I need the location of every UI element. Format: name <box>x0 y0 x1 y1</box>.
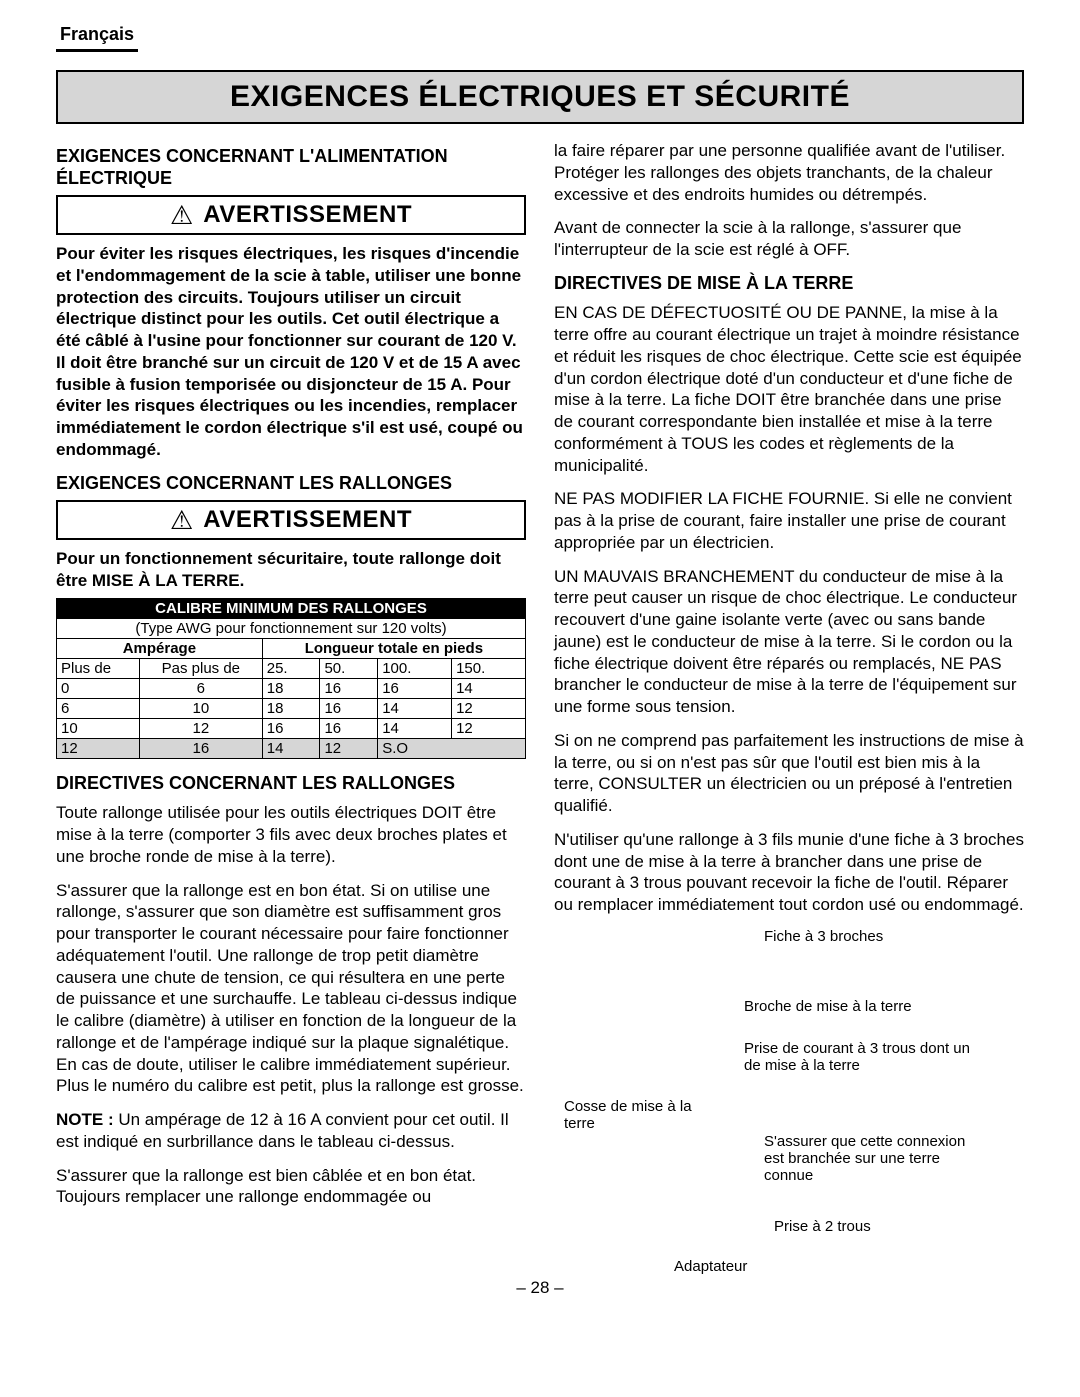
para-r2: Avant de connecter la scie à la rallonge… <box>554 217 1024 261</box>
diag-label-ground-lug: Cosse de mise à la terre <box>564 1098 714 1132</box>
diag-label-3prong-plug: Fiche à 3 broches <box>764 928 883 945</box>
table-row-highlighted: 12 16 14 12 S.O <box>57 738 526 758</box>
language-tab: Français <box>56 24 138 52</box>
page: Français EXIGENCES ÉLECTRIQUES ET SÉCURI… <box>0 0 1080 1310</box>
right-column: la faire réparer par une personne qualif… <box>554 140 1024 1278</box>
warning-icon: ⚠ <box>170 202 193 228</box>
para-r1: la faire réparer par une personne qualif… <box>554 140 1024 205</box>
col-plus-de: Plus de <box>57 658 140 678</box>
diag-label-ground-pin: Broche de mise à la terre <box>744 998 912 1015</box>
two-column-layout: EXIGENCES CONCERNANT L'ALIMENTATION ÉLEC… <box>56 140 1024 1278</box>
grounding-diagram: Fiche à 3 broches Broche de mise à la te… <box>554 928 1024 1278</box>
para-ext-note: NOTE : Un ampérage de 12 à 16 A convient… <box>56 1109 526 1153</box>
para-r5: UN MAUVAIS BRANCHEMENT du conducteur de … <box>554 566 1024 718</box>
page-number: – 28 – <box>56 1278 1024 1310</box>
para-ext-1: Toute rallonge utilisée pour les outils … <box>56 802 526 867</box>
warning-box-2: ⚠ AVERTISSEMENT <box>56 500 526 540</box>
para-r4: NE PAS MODIFIER LA FICHE FOURNIE. Si ell… <box>554 488 1024 553</box>
col-pas-plus-de: Pas plus de <box>139 658 262 678</box>
subhead-grounding: DIRECTIVES DE MISE À LA TERRE <box>554 273 1024 295</box>
col-len-1: 50. <box>320 658 378 678</box>
para-ext-2: S'assurer que la rallonge est en bon éta… <box>56 880 526 1098</box>
extension-cord-table: CALIBRE MINIMUM DES RALLONGES (Type AWG … <box>56 598 526 759</box>
para-r3: EN CAS DE DÉFECTUOSITÉ OU DE PANNE, la m… <box>554 302 1024 476</box>
warning-icon: ⚠ <box>170 507 193 533</box>
para-ext-4: S'assurer que la rallonge est bien câblé… <box>56 1165 526 1209</box>
diag-label-known-ground: S'assurer que cette connexion est branch… <box>764 1133 974 1184</box>
len-header: Longueur totale en pieds <box>262 638 525 658</box>
para-r6: Si on ne comprend pas parfaitement les i… <box>554 730 1024 817</box>
table-subheader-row: Plus de Pas plus de 25. 50. 100. 150. <box>57 658 526 678</box>
para-r7: N'utiliser qu'une rallonge à 3 fils muni… <box>554 829 1024 916</box>
col-len-3: 150. <box>452 658 526 678</box>
subhead-ext-req: EXIGENCES CONCERNANT LES RALLONGES <box>56 473 526 495</box>
warning-text-1: Pour éviter les risques électriques, les… <box>56 243 526 461</box>
banner-title: EXIGENCES ÉLECTRIQUES ET SÉCURITÉ <box>230 80 850 113</box>
diag-label-3hole-outlet: Prise de courant à 3 trous dont un de mi… <box>744 1040 974 1074</box>
subhead-power-req: EXIGENCES CONCERNANT L'ALIMENTATION ÉLEC… <box>56 146 526 189</box>
table-row: 6 10 18 16 14 12 <box>57 698 526 718</box>
col-len-0: 25. <box>262 658 320 678</box>
table-title: CALIBRE MINIMUM DES RALLONGES <box>57 598 526 618</box>
amp-header: Ampérage <box>57 638 263 658</box>
diag-label-adapter: Adaptateur <box>674 1258 747 1275</box>
warning-box-1: ⚠ AVERTISSEMENT <box>56 195 526 235</box>
left-column: EXIGENCES CONCERNANT L'ALIMENTATION ÉLEC… <box>56 140 526 1278</box>
diag-label-2hole-outlet: Prise à 2 trous <box>774 1218 871 1235</box>
table-row: 0 6 18 16 16 14 <box>57 678 526 698</box>
section-banner: EXIGENCES ÉLECTRIQUES ET SÉCURITÉ <box>56 70 1024 124</box>
warning-label: AVERTISSEMENT <box>203 201 412 229</box>
subhead-ext-dir: DIRECTIVES CONCERNANT LES RALLONGES <box>56 773 526 795</box>
table-subtitle: (Type AWG pour fonctionnement sur 120 vo… <box>57 618 526 638</box>
warning-text-2: Pour un fonctionnement sécuritaire, tout… <box>56 548 526 592</box>
note-text: Un ampérage de 12 à 16 A convient pour c… <box>56 1110 509 1151</box>
col-len-2: 100. <box>378 658 452 678</box>
note-label: NOTE : <box>56 1110 114 1129</box>
table-row: 10 12 16 16 14 12 <box>57 718 526 738</box>
warning-label: AVERTISSEMENT <box>203 506 412 534</box>
